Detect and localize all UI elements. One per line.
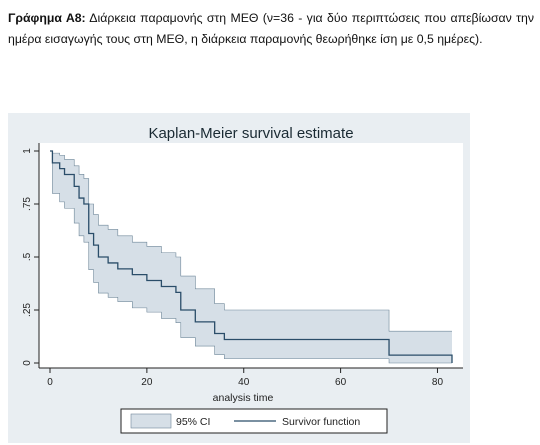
y-tick-label: 0 bbox=[22, 360, 33, 366]
y-tick-label: 1 bbox=[22, 148, 33, 154]
x-tick-label: 80 bbox=[432, 377, 444, 388]
figure-caption: Γράφημα Α8: Διάρκεια παραμονής στη ΜΕΘ (… bbox=[8, 8, 534, 50]
ci-upper-bound bbox=[50, 150, 452, 332]
chart-title: Kaplan-Meier survival estimate bbox=[148, 125, 353, 142]
survivor-function-line bbox=[50, 150, 453, 363]
legend-survivor-label: Survivor function bbox=[282, 416, 360, 428]
y-tick-label: .25 bbox=[22, 303, 33, 317]
caption-label: Γράφημα Α8: bbox=[8, 11, 86, 25]
legend-ci-swatch bbox=[130, 413, 172, 429]
caption-text: Διάρκεια παραμονής στη ΜΕΘ (ν=36 - για δ… bbox=[8, 11, 534, 46]
x-tick-label: 60 bbox=[335, 377, 347, 388]
legend-ci-label: 95% CI bbox=[176, 416, 210, 428]
km-survival-chart: Kaplan-Meier survival estimate 0 20 40 60 80… bbox=[22, 125, 463, 434]
y-tick-label: .5 bbox=[22, 252, 33, 261]
x-tick-label: 40 bbox=[238, 377, 250, 388]
x-tick-label: 0 bbox=[47, 377, 53, 388]
ci-lower-bound bbox=[50, 150, 452, 364]
x-axis-title: analysis time bbox=[213, 392, 274, 404]
x-tick-label: 20 bbox=[141, 377, 153, 388]
y-tick-label: .75 bbox=[22, 197, 33, 211]
figure-panel: Kaplan-Meier survival estimate 0 20 40 60 80… bbox=[8, 113, 470, 443]
legend: 95% CI Survivor function bbox=[120, 408, 388, 434]
